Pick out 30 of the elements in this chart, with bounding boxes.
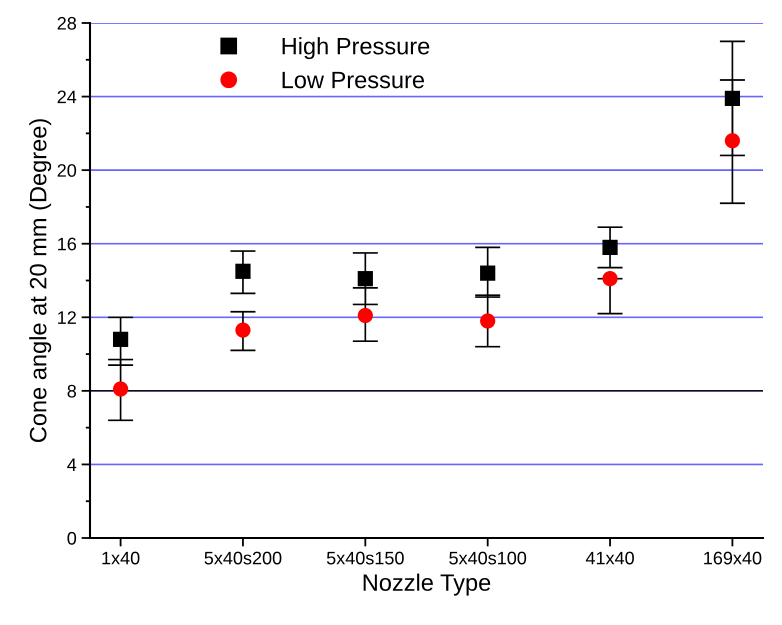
x-tick-label: 169x40 [704,552,762,564]
x-tick-label: 41x40 [586,552,634,564]
y-axis-title: Cone angle at 20 mm (Degree) [29,119,52,442]
x-tick-label: 5x40s100 [449,552,526,564]
x-tick-label: 5x40s150 [326,552,404,564]
point [358,271,373,286]
point [358,308,373,324]
legend-label: High Pressure [282,37,430,60]
y-tick-label: 20 [58,164,76,177]
point [480,313,496,329]
point [724,90,740,106]
y-tick-label: 28 [58,16,76,30]
y-tick-label: 16 [58,238,76,250]
y-tick-label: 24 [58,90,76,104]
y-tick-label: 4 [67,458,76,471]
y-tick-label: 12 [58,311,76,324]
x-tick-label: 1x40 [102,552,140,564]
legend-label: Low Pressure [282,72,424,88]
y-tick-label: 0 [67,532,76,545]
y-tick-label: 8 [68,384,76,398]
point [112,332,128,347]
point [112,381,128,397]
point [235,322,251,338]
point [480,266,496,281]
point [724,133,740,148]
point [602,271,618,286]
point [602,240,618,255]
x-axis-title: Nozzle Type [364,574,490,596]
point [235,264,251,279]
x-tick-label: 5x40s200 [204,552,282,564]
